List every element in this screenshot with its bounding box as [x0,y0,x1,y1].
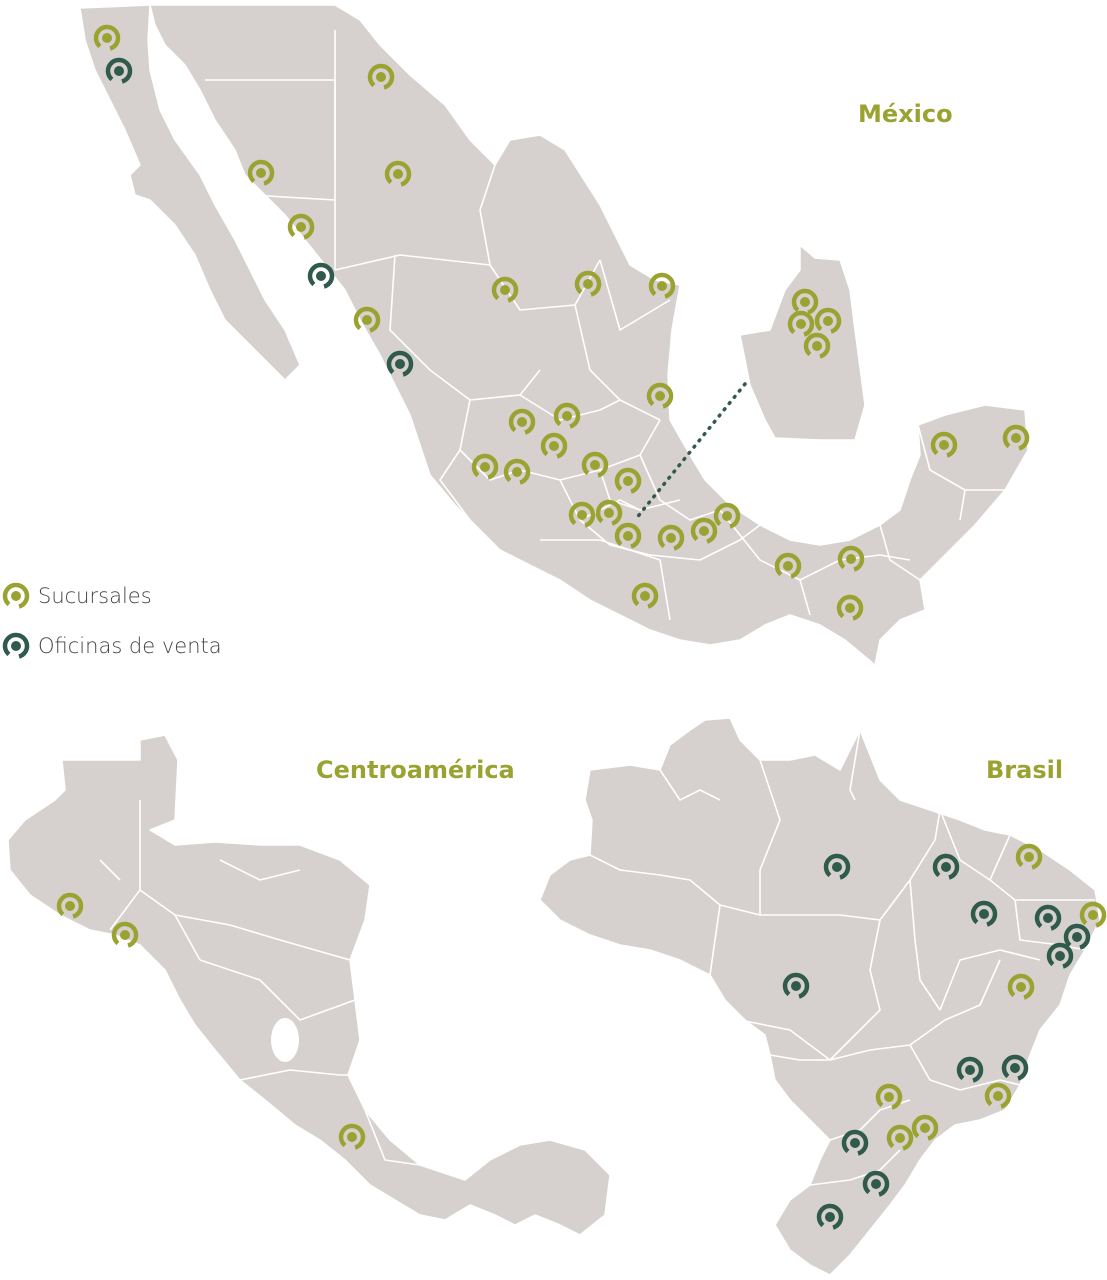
map-legend: Sucursales Oficinas de venta [0,578,222,678]
baja-california-shape [79,4,301,381]
mexico-mainland-shape [149,4,1029,666]
dark-ring-marker-icon [0,630,32,662]
legend-label-sucursales: Sucursales [38,584,152,608]
inset-connector-line [633,382,747,522]
central-america-shape [7,734,611,1236]
brasil-state-borders [589,729,1095,1186]
centroamerica-map [7,734,611,1236]
lake-nicaragua-shape [271,1018,299,1062]
legend-label-oficinas: Oficinas de venta [38,634,222,658]
mexico-map [79,4,1029,666]
mexico-title: México [858,100,953,128]
mexico-city-inset-shape [739,244,866,441]
legend-item-sucursales: Sucursales [0,578,222,614]
centroamerica-title: Centroamérica [316,756,515,784]
mexico-state-borders [205,30,1005,621]
brasil-title: Brasil [986,756,1064,784]
brasil-map [539,717,1101,1276]
legend-item-oficinas: Oficinas de venta [0,628,222,664]
green-ring-marker-icon [0,580,32,612]
central-america-borders [99,800,421,1166]
brasil-shape [539,717,1101,1276]
